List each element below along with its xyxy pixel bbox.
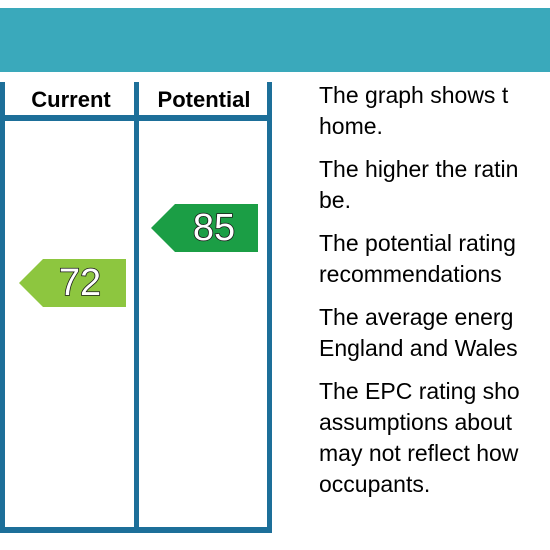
explanation-paragraph: The average energ England and Wales (319, 304, 518, 361)
potential-arrow-shape (151, 204, 258, 252)
table-left-border (0, 82, 5, 533)
potential-rating-value: 85 (192, 206, 236, 250)
explanation-paragraph: The potential rating recommendations (319, 230, 516, 287)
table-divider-left (134, 82, 139, 533)
potential-column-header: Potential (157, 87, 251, 112)
current-rating-arrow: 72 (19, 259, 126, 307)
explanation-paragraph: The EPC rating sho assumptions about may… (319, 378, 520, 497)
current-column-header: Current (31, 87, 111, 112)
table-bottom-border (0, 527, 272, 533)
potential-rating-arrow: 85 (151, 204, 258, 252)
explanation-text: The graph shows t home. The higher the r… (319, 80, 550, 512)
explanation-paragraph: The higher the ratin be. (319, 156, 519, 213)
current-rating-value: 72 (58, 261, 102, 305)
table-divider-right (267, 82, 272, 533)
header-band (0, 8, 550, 72)
current-arrow-shape (19, 259, 126, 307)
table-header-rule (0, 115, 272, 121)
explanation-paragraph: The graph shows t home. (319, 82, 509, 139)
